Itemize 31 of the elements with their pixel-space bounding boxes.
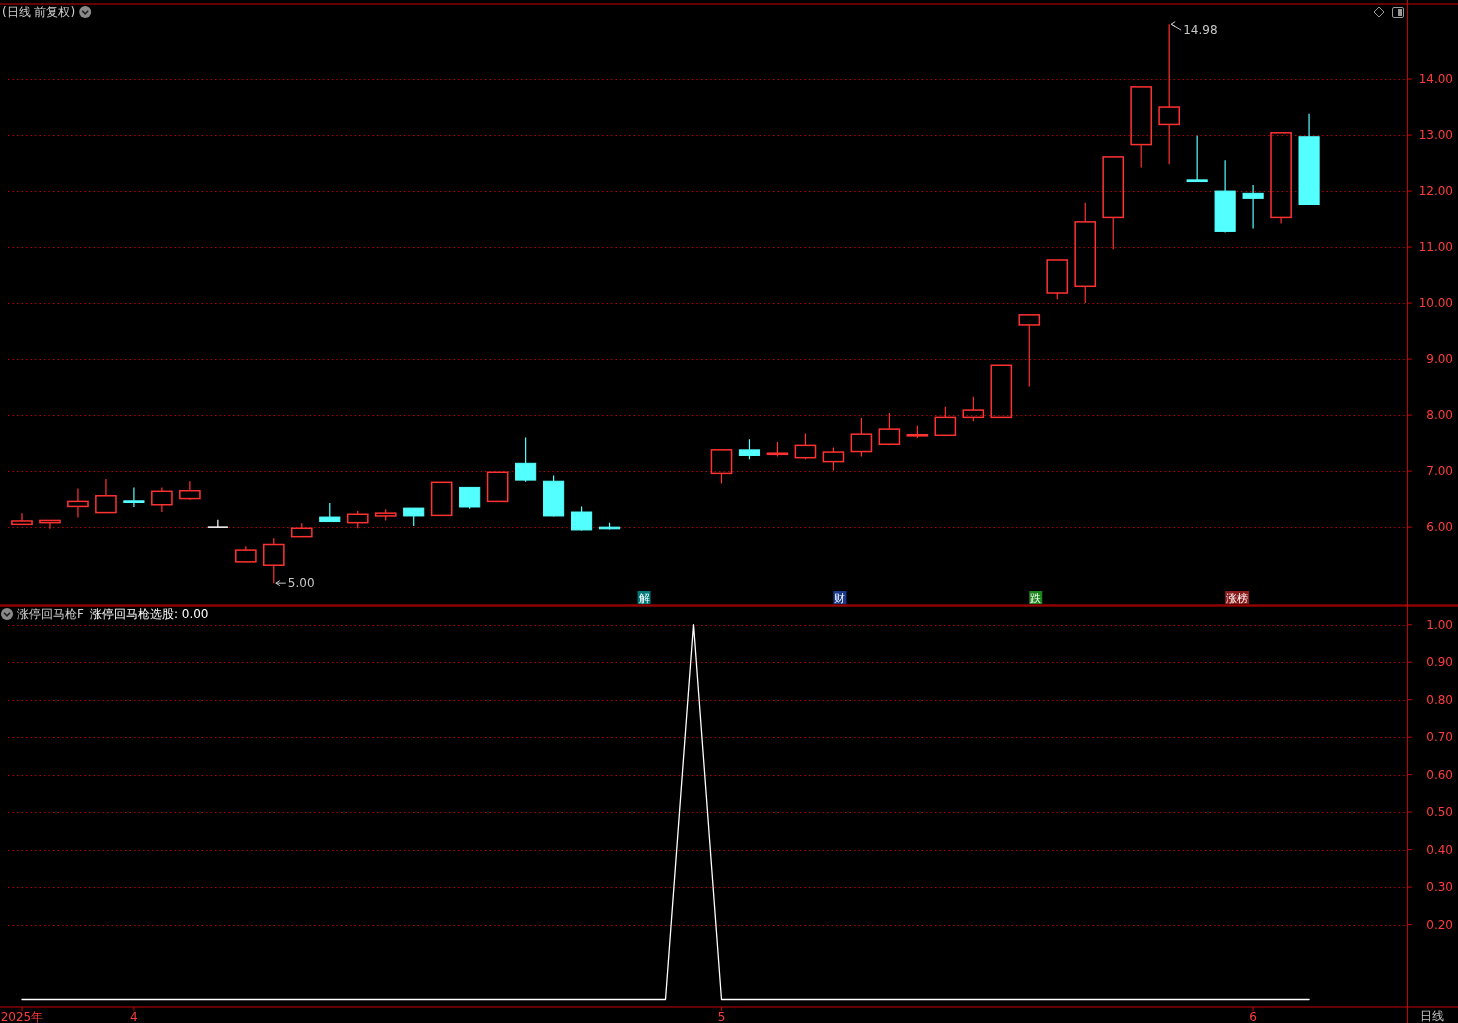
chart-title: (日线 前复权): [2, 5, 76, 19]
y-tick-label: 0.60: [1426, 767, 1453, 782]
text: 涨停回马枪选股: 0.00: [89, 607, 209, 621]
y-tick-label: 11.00: [1418, 240, 1453, 255]
x-tick-label: 5: [717, 1010, 726, 1023]
y-tick-label: 8.00: [1426, 408, 1453, 423]
chart-title: 涨停回马枪F: [17, 607, 84, 621]
y-tick-label: 6.00: [1426, 520, 1453, 535]
y-tick-label: 0.70: [1426, 730, 1453, 745]
y-tick-label: 7.00: [1426, 464, 1453, 479]
y-tick-label: 12.00: [1418, 184, 1453, 199]
y-tick-label: 0.20: [1426, 917, 1453, 932]
annotation: 5.00: [287, 576, 315, 591]
flag: 跌: [1029, 591, 1043, 604]
y-tick-label: 13.00: [1418, 128, 1453, 143]
y-tick-label: 0.90: [1426, 655, 1453, 670]
y-tick-label: 1.00: [1426, 617, 1453, 632]
y-tick-label: 0.80: [1426, 692, 1453, 707]
text: 日线: [1420, 1009, 1444, 1023]
flag: 涨榜: [1225, 591, 1250, 604]
y-tick-label: 0.40: [1426, 842, 1453, 857]
y-tick-label: 0.30: [1426, 880, 1453, 895]
x-tick-label: 4: [130, 1010, 138, 1023]
y-tick-label: 9.00: [1426, 352, 1453, 367]
y-tick-label: 10.00: [1418, 296, 1453, 311]
flag: 财: [833, 591, 847, 604]
x-tick-label: 6: [1249, 1010, 1257, 1023]
annotation: 14.98: [1183, 23, 1218, 38]
x-tick-label: 2025年: [0, 1010, 44, 1023]
y-tick-label: 14.00: [1418, 72, 1453, 87]
y-tick-label: 0.50: [1426, 805, 1453, 820]
